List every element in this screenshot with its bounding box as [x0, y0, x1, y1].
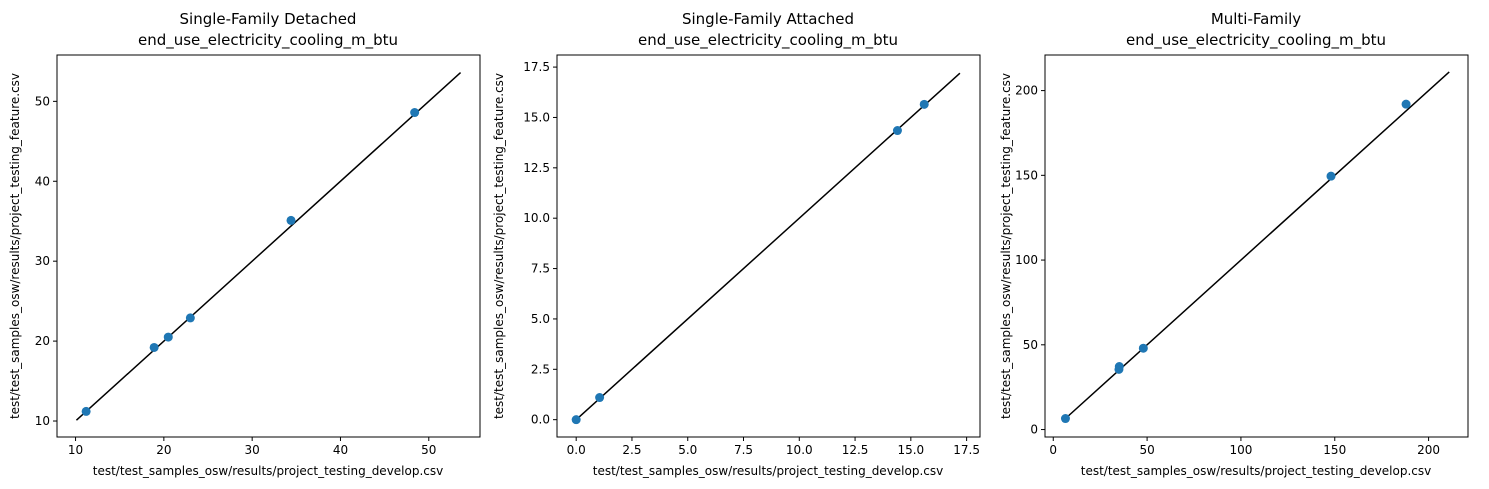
subplot-title-line1: Single-Family Attached — [682, 10, 854, 28]
data-point — [1401, 99, 1411, 109]
data-point — [595, 393, 605, 403]
subplot-title-line1: Multi-Family — [1211, 10, 1301, 28]
x-tick-label: 2.5 — [622, 443, 641, 457]
data-point — [81, 406, 91, 416]
x-tick-label: 200 — [1417, 443, 1440, 457]
subplot-single-family-detached: Single-Family Detached end_use_electrici… — [8, 10, 481, 478]
y-tick-label: 5.0 — [531, 312, 550, 326]
plot-area — [556, 54, 981, 438]
data-point — [892, 126, 902, 136]
x-axis-label: test/test_samples_osw/results/project_te… — [593, 464, 944, 478]
plot-area — [1044, 54, 1469, 438]
subplot-title-line1: Single-Family Detached — [180, 10, 357, 28]
y-tick-label: 2.5 — [531, 362, 550, 376]
x-tick-label: 12.5 — [842, 443, 869, 457]
y-axis-label: test/test_samples_osw/results/project_te… — [492, 73, 506, 419]
y-tick-label: 20 — [35, 334, 50, 348]
y-tick-label: 17.5 — [523, 60, 550, 74]
x-tick-label: 30 — [245, 443, 260, 457]
x-tick-label: 40 — [333, 443, 348, 457]
x-tick-label: 7.5 — [734, 443, 753, 457]
y-tick-label: 0 — [1030, 423, 1038, 437]
subplot-multi-family: Multi-Family end_use_electricity_cooling… — [999, 10, 1469, 478]
x-tick-label: 0 — [1049, 443, 1057, 457]
y-tick-label: 15.0 — [523, 110, 550, 124]
x-tick-label: 15.0 — [897, 443, 924, 457]
data-point — [163, 332, 173, 342]
subplot-title-line2: end_use_electricity_cooling_m_btu — [638, 31, 898, 50]
y-tick-label: 10.0 — [523, 211, 550, 225]
y-tick-label: 50 — [35, 94, 50, 108]
x-tick-label: 5.0 — [678, 443, 697, 457]
y-tick-label: 50 — [1023, 338, 1038, 352]
y-tick-label: 200 — [1015, 84, 1038, 98]
x-tick-label: 0.0 — [567, 443, 586, 457]
reference-line — [75, 72, 462, 421]
x-axis-label: test/test_samples_osw/results/project_te… — [93, 464, 444, 478]
reference-line — [575, 72, 961, 421]
data-point — [149, 342, 159, 352]
y-tick-label: 12.5 — [523, 161, 550, 175]
data-point — [286, 215, 296, 225]
data-point — [571, 415, 581, 425]
subplot-title-line2: end_use_electricity_cooling_m_btu — [1126, 31, 1386, 50]
data-point — [185, 313, 195, 323]
x-axis-label: test/test_samples_osw/results/project_te… — [1081, 464, 1432, 478]
y-tick-label: 40 — [35, 174, 50, 188]
x-tick-label: 50 — [1139, 443, 1154, 457]
x-tick-label: 17.5 — [953, 443, 980, 457]
subplot-title-line2: end_use_electricity_cooling_m_btu — [138, 31, 398, 50]
data-point — [1326, 171, 1336, 181]
subplot-single-family-attached: Single-Family Attached end_use_electrici… — [492, 10, 981, 478]
x-tick-label: 150 — [1323, 443, 1346, 457]
data-point — [410, 108, 420, 118]
y-tick-label: 150 — [1015, 168, 1038, 182]
data-point — [1060, 414, 1070, 424]
x-tick-label: 20 — [156, 443, 171, 457]
y-tick-label: 10 — [35, 414, 50, 428]
y-tick-label: 7.5 — [531, 262, 550, 276]
x-tick-label: 100 — [1229, 443, 1252, 457]
plot-area — [56, 54, 481, 438]
x-tick-label: 10.0 — [786, 443, 813, 457]
data-point — [1138, 343, 1148, 353]
y-axis-label: test/test_samples_osw/results/project_te… — [8, 73, 22, 419]
x-tick-label: 50 — [421, 443, 436, 457]
y-axis-label: test/test_samples_osw/results/project_te… — [999, 73, 1013, 419]
y-tick-label: 0.0 — [531, 413, 550, 427]
y-tick-label: 100 — [1015, 253, 1038, 267]
data-point — [1114, 361, 1124, 371]
x-tick-label: 10 — [68, 443, 83, 457]
data-point — [919, 99, 929, 109]
y-tick-label: 30 — [35, 254, 50, 268]
reference-line — [1064, 71, 1450, 420]
